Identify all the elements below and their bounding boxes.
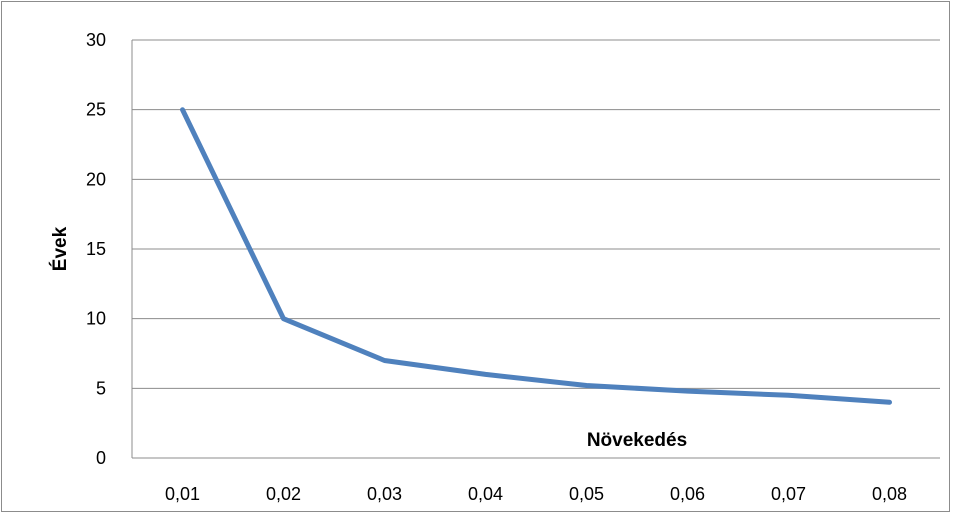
x-axis-title: Növekedés	[587, 430, 687, 451]
x-tick-label: 0,08	[872, 484, 907, 504]
x-tick-labels: 0,01 0,02 0,03 0,04 0,05 0,06 0,07 0,08	[165, 484, 907, 504]
y-tick-label: 10	[86, 309, 106, 329]
y-tick-label: 5	[96, 378, 106, 398]
x-tick-label: 0,06	[670, 484, 705, 504]
x-tick-label: 0,07	[771, 484, 806, 504]
y-axis-title: Évek	[49, 226, 71, 271]
x-tick-label: 0,02	[266, 484, 301, 504]
y-tick-label: 20	[86, 169, 106, 189]
y-tick-label: 0	[96, 448, 106, 468]
x-tick-label: 0,03	[367, 484, 402, 504]
y-tick-labels: 0 5 10 15 20 25 30	[86, 30, 106, 468]
series-line	[180, 107, 892, 405]
x-tick-label: 0,01	[165, 484, 200, 504]
x-tick-label: 0,04	[468, 484, 503, 504]
y-tick-label: 25	[86, 100, 106, 120]
series-lines	[180, 107, 892, 405]
y-tick-label: 15	[86, 239, 106, 259]
y-tick-label: 30	[86, 30, 106, 50]
x-tick-label: 0,05	[569, 484, 604, 504]
gridlines	[131, 39, 940, 459]
